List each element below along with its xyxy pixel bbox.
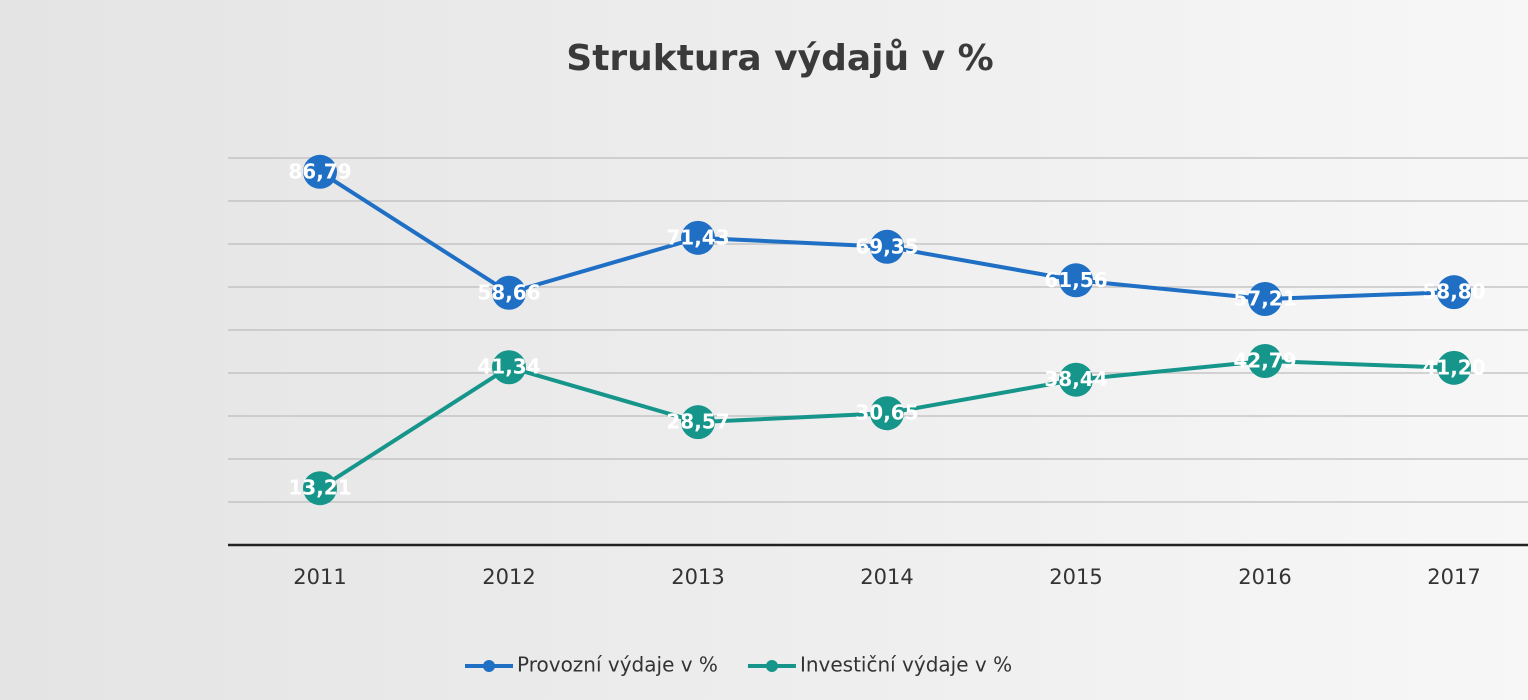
data-label: 61,56 [1044, 268, 1107, 292]
x-tick-label: 2012 [482, 565, 535, 589]
data-point [681, 220, 715, 255]
data-label: 13,21 [288, 476, 351, 500]
data-point [1059, 362, 1093, 397]
data-label: 38,44 [1044, 367, 1107, 391]
data-point [492, 275, 526, 310]
chart-title: Struktura výdajů v % [566, 38, 993, 79]
x-tick-label: 2016 [1238, 565, 1291, 589]
data-point [1437, 350, 1471, 385]
data-point [870, 396, 904, 431]
data-point [1437, 275, 1471, 310]
data-label: 58,80 [1422, 280, 1485, 304]
data-label: 86,79 [288, 159, 351, 183]
legend-label: Investiční výdaje v % [800, 653, 1012, 677]
data-point [303, 154, 337, 189]
x-tick-label: 2015 [1049, 565, 1102, 589]
plot: 2011 2012 2013 2014 2015 2016 2017 86,79 58,66 71… [228, 154, 1528, 589]
legend-swatch-marker [483, 660, 495, 672]
data-label: 28,57 [666, 410, 729, 434]
data-point [303, 471, 337, 506]
data-label: 69,35 [855, 234, 918, 258]
data-label: 41,20 [1422, 355, 1485, 379]
x-tick-label: 2013 [671, 565, 724, 589]
x-tick-label: 2014 [860, 565, 913, 589]
x-tick-label: 2017 [1427, 565, 1480, 589]
data-point [1248, 281, 1282, 316]
data-label: 57,21 [1233, 286, 1296, 310]
data-point [1248, 344, 1282, 379]
data-point [492, 350, 526, 385]
x-tick-label: 2011 [293, 565, 346, 589]
data-label: 42,79 [1233, 349, 1296, 373]
legend: Provozní výdaje v % Investiční výdaje v % [465, 653, 1012, 677]
data-label: 58,66 [477, 280, 540, 304]
legend-label: Provozní výdaje v % [517, 653, 718, 677]
legend-swatch-marker [765, 660, 778, 672]
data-point [681, 405, 715, 440]
data-point [870, 229, 904, 264]
data-label: 41,34 [477, 355, 540, 379]
data-point [1059, 263, 1093, 298]
data-label: 30,65 [855, 401, 918, 425]
data-label: 71,43 [666, 225, 729, 249]
